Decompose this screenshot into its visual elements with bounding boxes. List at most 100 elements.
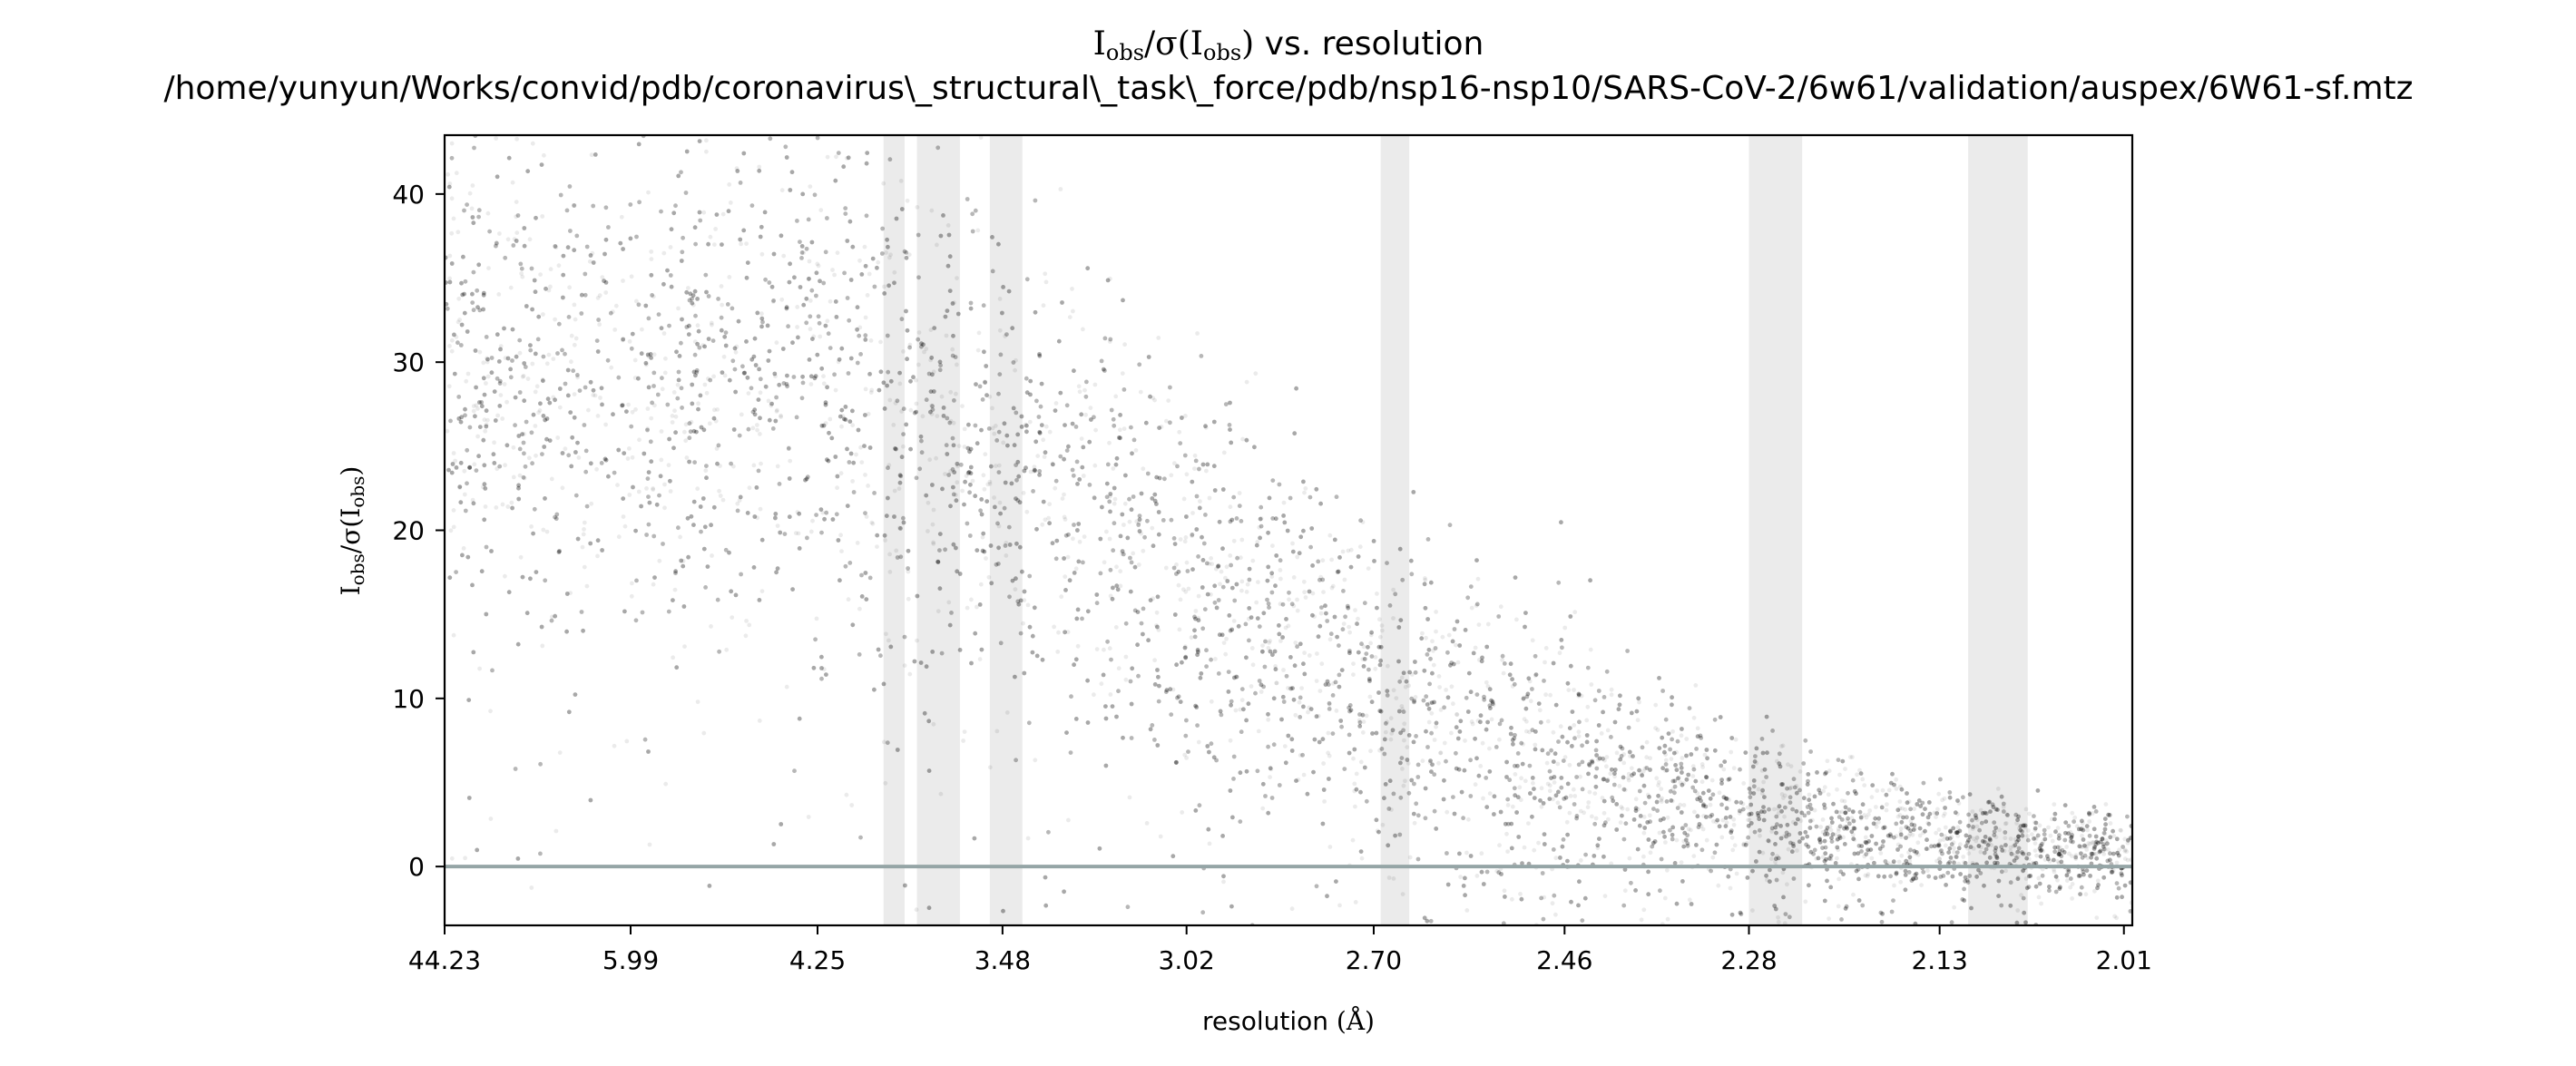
scatter-point xyxy=(1389,731,1395,736)
scatter-point xyxy=(1266,717,1271,722)
scatter-point xyxy=(2080,845,2085,849)
scatter-point xyxy=(2017,826,2022,831)
scatter-point xyxy=(1025,602,1031,608)
scatter-point xyxy=(686,286,691,290)
scatter-point xyxy=(710,322,714,328)
scatter-point xyxy=(2030,860,2035,866)
scatter-point xyxy=(1470,721,1475,727)
scatter-point xyxy=(1223,651,1229,657)
scatter-point xyxy=(1268,639,1272,643)
scatter-point xyxy=(534,384,540,389)
scatter-point xyxy=(931,542,936,546)
scatter-point xyxy=(1062,492,1066,497)
scatter-point xyxy=(1678,802,1683,807)
scatter-point xyxy=(549,476,554,482)
scatter-point xyxy=(672,408,677,414)
scatter-point xyxy=(1579,693,1584,699)
scatter-point xyxy=(1331,681,1336,686)
scatter-point xyxy=(514,214,519,220)
scatter-point xyxy=(1281,668,1286,672)
scatter-point xyxy=(1253,371,1259,377)
scatter-point xyxy=(1935,807,1940,812)
scatter-point xyxy=(609,365,614,370)
scatter-point xyxy=(1716,883,1721,888)
scatter-point xyxy=(1141,548,1146,553)
scatter-point xyxy=(2048,833,2053,838)
scatter-point xyxy=(1163,565,1169,571)
scatter-point xyxy=(807,259,812,264)
scatter-point xyxy=(1013,587,1018,592)
scatter-point xyxy=(854,452,858,457)
scatter-point xyxy=(1825,758,1830,764)
scatter-point xyxy=(1274,680,1279,686)
scatter-point xyxy=(1364,713,1369,719)
scatter-point xyxy=(2068,829,2073,835)
scatter-point xyxy=(1287,597,1291,602)
scatter-point xyxy=(915,638,919,643)
scatter-point xyxy=(1043,271,1048,277)
scatter-point xyxy=(1810,817,1815,823)
scatter-point xyxy=(1178,597,1183,602)
scatter-point xyxy=(481,484,485,490)
scatter-point xyxy=(1734,871,1739,876)
scatter-point xyxy=(1223,575,1228,581)
scatter-point xyxy=(1474,874,1480,878)
scatter-point xyxy=(612,328,618,332)
scatter-point xyxy=(734,166,739,171)
scatter-point xyxy=(1151,396,1155,400)
scatter-point xyxy=(1357,544,1363,550)
scatter-point xyxy=(1028,469,1033,474)
scatter-point xyxy=(1936,791,1942,797)
scatter-point xyxy=(1367,694,1373,699)
scatter-point xyxy=(1122,342,1127,347)
scatter-point xyxy=(952,300,956,305)
scatter-point xyxy=(1659,797,1664,803)
scatter-point xyxy=(1934,858,1940,864)
scatter-point xyxy=(2023,876,2029,881)
scatter-point xyxy=(1828,856,1834,862)
scatter-point xyxy=(1533,673,1538,679)
scatter-point xyxy=(1886,787,1892,793)
scatter-point xyxy=(1476,622,1482,627)
scatter-point xyxy=(1635,718,1641,723)
scatter-point xyxy=(576,455,582,460)
scatter-point xyxy=(2070,882,2075,886)
scatter-point xyxy=(1170,687,1176,692)
scatter-point xyxy=(1359,856,1365,861)
scatter-point xyxy=(1690,764,1696,768)
scatter-point xyxy=(717,488,721,494)
scatter-point xyxy=(981,473,986,478)
scatter-point xyxy=(779,297,785,302)
scatter-point xyxy=(2114,860,2120,866)
scatter-point xyxy=(2008,836,2013,841)
scatter-point xyxy=(1389,807,1394,812)
scatter-point xyxy=(961,738,965,743)
scatter-point xyxy=(996,523,1002,529)
scatter-point xyxy=(875,544,879,549)
scatter-point xyxy=(1207,495,1212,501)
scatter-point xyxy=(2021,869,2025,874)
scatter-point xyxy=(833,387,838,393)
scatter-point xyxy=(1835,787,1839,792)
scatter-point xyxy=(1588,759,1593,765)
scatter-point xyxy=(1295,554,1300,560)
scatter-point xyxy=(1152,397,1157,403)
scatter-point xyxy=(2125,857,2130,863)
scatter-point xyxy=(775,407,779,413)
scatter-point xyxy=(1605,728,1611,733)
scatter-point xyxy=(572,392,577,396)
scatter-point xyxy=(1950,859,1955,865)
scatter-point xyxy=(1189,635,1194,641)
scatter-point xyxy=(1259,649,1265,654)
scatter-point xyxy=(893,401,898,406)
scatter-point xyxy=(1118,583,1123,589)
scatter-point xyxy=(1053,485,1058,491)
scatter-point xyxy=(1760,850,1766,856)
scatter-point xyxy=(2093,840,2099,846)
scatter-point xyxy=(864,514,869,519)
scatter-point xyxy=(1003,334,1008,338)
scatter-point xyxy=(896,486,902,491)
scatter-point xyxy=(1602,758,1607,763)
scatter-point xyxy=(449,856,455,861)
scatter-point xyxy=(1788,786,1792,791)
